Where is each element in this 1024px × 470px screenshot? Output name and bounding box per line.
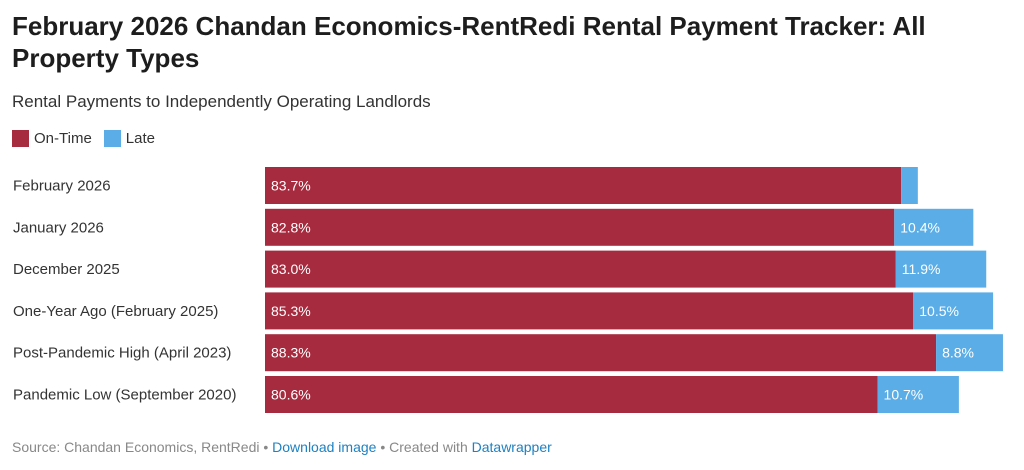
row-label: December 2025 (13, 261, 120, 278)
value-label-on-time: 83.7% (271, 178, 311, 194)
chart-subtitle: Rental Payments to Independently Operati… (12, 92, 431, 111)
bar-on-time (265, 376, 878, 413)
bar-on-time (265, 250, 896, 288)
created-with-text: • Created with (376, 439, 472, 455)
legend-item-late: Late (103, 130, 155, 147)
bar-on-time (265, 208, 895, 246)
bar-late (894, 208, 974, 246)
source-text: Source: Chandan Economics, RentRedi (12, 439, 260, 455)
value-label-on-time: 83.0% (271, 261, 311, 277)
row-label: Pandemic Low (September 2020) (13, 387, 236, 404)
value-label-on-time: 80.6% (271, 387, 311, 403)
value-label-late: 10.4% (900, 219, 940, 235)
legend-swatch-on-time (12, 130, 29, 147)
bar-late (895, 250, 987, 288)
legend-item-on-time: On-Time (12, 130, 92, 147)
row-label: January 2026 (13, 219, 104, 236)
value-label-on-time: 88.3% (271, 345, 311, 361)
bar-chart: February 2026 83.7% January 2026 82.8% 10.4%… (13, 167, 1003, 413)
footer: Source: Chandan Economics, RentRedi • Do… (12, 439, 552, 455)
row-label: February 2026 (13, 178, 111, 195)
chart-title: February 2026 Chandan Economics-RentRedi… (12, 11, 926, 73)
bar-late (913, 292, 994, 330)
bar-late (877, 376, 959, 413)
value-label-on-time: 82.8% (271, 219, 311, 235)
legend-label-late: Late (125, 130, 155, 147)
bar-on-time (265, 334, 937, 372)
legend-swatch-late (103, 130, 121, 147)
value-label-late: 11.9% (902, 261, 941, 277)
value-label-late: 8.8% (942, 345, 974, 361)
datawrapper-link[interactable]: Datawrapper (471, 439, 552, 455)
separator: • (259, 439, 273, 455)
bar-late (901, 167, 918, 204)
value-label-late: 10.5% (919, 303, 959, 319)
value-label-on-time: 85.3% (271, 303, 311, 319)
bar-late (936, 334, 1003, 372)
row-label: One-Year Ago (February 2025) (13, 303, 218, 320)
row-label: Post-Pandemic High (April 2023) (13, 345, 231, 362)
legend-label-on-time: On-Time (34, 130, 92, 147)
legend: On-Time Late (12, 130, 167, 147)
download-image-link[interactable]: Download image (272, 439, 377, 455)
value-label-late: 10.7% (884, 387, 924, 403)
bar-on-time (265, 292, 914, 330)
bar-on-time (265, 167, 902, 204)
